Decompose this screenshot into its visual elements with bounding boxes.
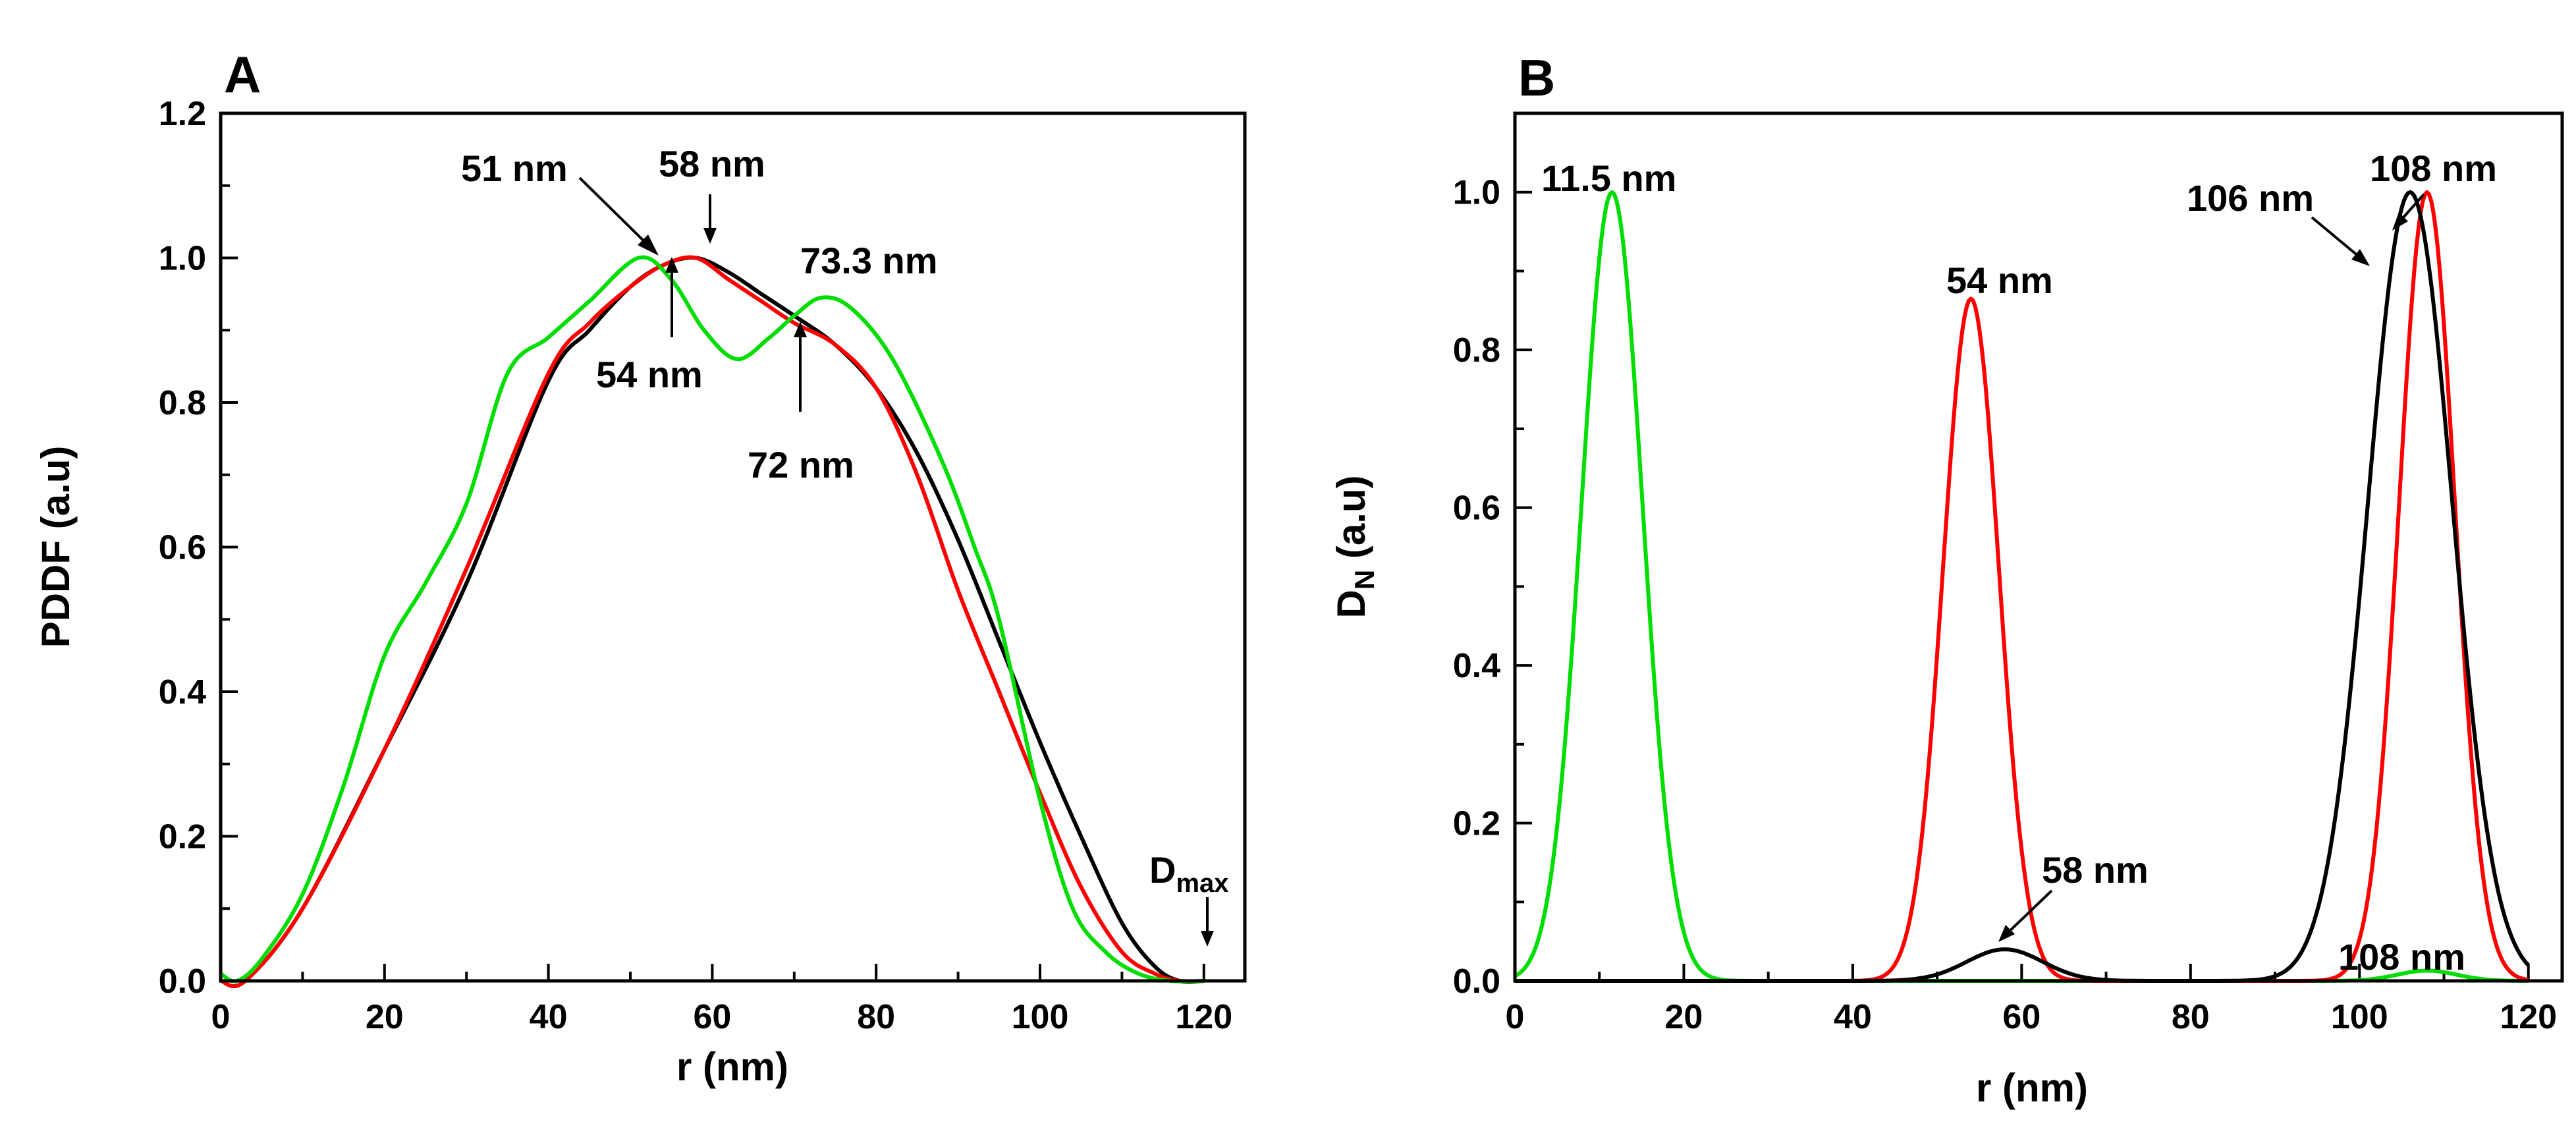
panel-b-y-axis-title: DN (a.u) (1329, 475, 1380, 618)
x-tick-label: 0 (211, 998, 231, 1036)
panel-a-label: A (224, 45, 261, 103)
annotation-108nm-arrowhead (2392, 212, 2408, 231)
x-tick-label: 120 (1175, 998, 1232, 1036)
annotation-73-3nm: 73.3 nm (800, 240, 938, 281)
y-tick-label: 0.2 (159, 818, 206, 856)
annotation-108nm: 108 nm (2370, 148, 2497, 189)
annotation-106nm: 106 nm (2187, 177, 2314, 219)
annotation-dmax-arrowhead (1201, 931, 1214, 947)
panel-a-y-axis-title: PDDF (a.u) (34, 446, 78, 648)
panel-a-series (219, 255, 1204, 989)
y-tick-label: 0.6 (159, 529, 206, 567)
panel-a-x-axis-title: r (nm) (676, 1045, 788, 1089)
panel-b-series (1514, 190, 2530, 983)
panel-b-tick-labels: 0 20 40 60 80 100 120 0.0 0.2 0.4 0.6 0.8 1.0 (1453, 174, 2557, 1036)
x-tick-label: 0 (1506, 998, 1525, 1036)
series-red-line (220, 255, 1204, 989)
x-tick-label: 60 (693, 998, 731, 1036)
series-black-line (220, 256, 1204, 989)
panel-b-x-axis-title: r (nm) (1976, 1066, 2088, 1110)
panel-a-annotations: 51 nm 58 nm 54 nm 73.3 nm 72 nm Dmax (461, 143, 1229, 947)
annotation-58nm-b-arrowhead (1998, 925, 2015, 942)
annotation-106nm-arrow (2311, 216, 2365, 262)
y-tick-label: 1.0 (159, 240, 206, 278)
panel-b-label: B (1518, 49, 1555, 107)
x-tick-label: 20 (1665, 998, 1703, 1036)
panel-a-ticks (219, 112, 1205, 982)
y-tick-label: 0.6 (1453, 489, 1500, 528)
annotation-54nm: 54 nm (596, 354, 703, 395)
y-tick-label: 0.8 (1453, 331, 1500, 370)
x-tick-label: 60 (2002, 998, 2041, 1036)
y-tick-label: 0.0 (159, 962, 206, 1001)
annotation-58nm-b: 58 nm (2042, 849, 2149, 891)
annotation-11-5nm: 11.5 nm (1541, 157, 1676, 199)
annotation-54nm-b: 54 nm (1946, 260, 2053, 301)
panel-a-tick-labels: 0 20 40 60 80 100 120 0.0 0.2 0.4 0.6 0.8 1.0 1.2 (159, 95, 1232, 1036)
panel-b-annotations: 11.5 nm 54 nm 106 nm 108 nm 58 nm 108 nm (1541, 148, 2497, 978)
series-green-line (219, 255, 1204, 984)
annotation-51nm-arrowhead (638, 235, 659, 256)
y-tick-label: 1.2 (159, 95, 206, 133)
annotation-72nm-arrowhead (794, 321, 807, 337)
x-tick-label: 80 (2172, 998, 2210, 1036)
y-tick-label: 0.8 (159, 384, 206, 422)
y-tick-label: 0.2 (1453, 805, 1500, 843)
panel-b: B 0 20 40 60 80 100 120 0.0 0.2 0.4 0.6 0.8 1.0 r (n… (1329, 49, 2564, 1110)
annotation-dmax-sub: max (1176, 869, 1228, 898)
series-red-line (1515, 190, 2529, 983)
x-tick-label: 40 (1834, 998, 1872, 1036)
x-tick-label: 40 (530, 998, 568, 1036)
x-tick-label: 20 (366, 998, 404, 1036)
y-tick-label: 0.4 (1453, 647, 1500, 685)
annotation-dmax: Dmax (1149, 849, 1229, 898)
annotation-106nm-arrowhead (2351, 249, 2370, 266)
annotation-58nm-arrowhead (703, 228, 717, 244)
panel-a-plot-frame (219, 111, 1247, 983)
x-tick-label: 80 (857, 998, 895, 1036)
annotation-72nm: 72 nm (748, 444, 854, 485)
annotation-108nm-b: 108 nm (2338, 936, 2465, 978)
x-tick-label: 100 (1012, 998, 1069, 1036)
annotation-51nm-arrow (578, 177, 653, 250)
y-tick-label: 0.4 (159, 673, 206, 711)
panel-b-plot-frame (1513, 111, 2564, 983)
panel-a: A 0 20 40 60 80 100 120 0.0 0.2 0.4 0.6 0.8 1.0 1.2 r… (34, 45, 1247, 1089)
annotation-58nm: 58 nm (659, 143, 765, 184)
annotation-dmax-main: D (1149, 849, 1176, 891)
annotation-54nm-arrowhead (665, 257, 678, 273)
panel-b-y-axis-title-sub: N (1349, 570, 1380, 590)
annotation-58nm-b-arrow (2002, 889, 2053, 938)
annotation-51nm: 51 nm (461, 148, 568, 189)
panel-b-y-axis-title-tail: (a.u) (1329, 475, 1373, 569)
x-tick-label: 120 (2500, 998, 2557, 1036)
x-tick-label: 100 (2331, 998, 2388, 1036)
y-tick-label: 0.0 (1453, 962, 1500, 1001)
y-tick-label: 1.0 (1453, 174, 1500, 212)
panel-b-y-axis-title-main: D (1329, 590, 1373, 618)
